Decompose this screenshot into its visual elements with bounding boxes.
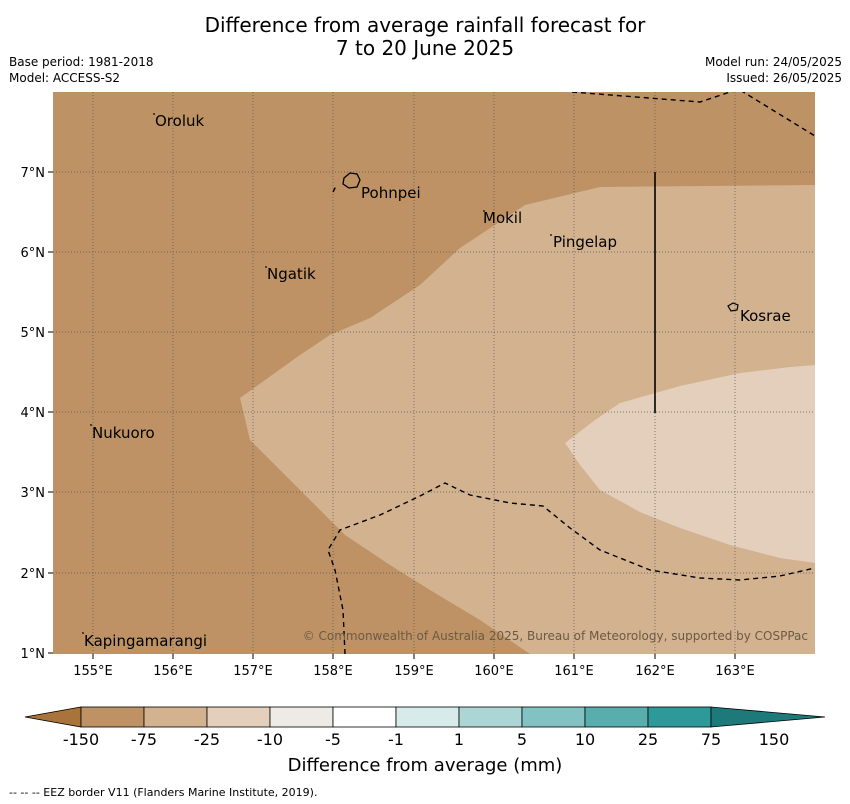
colorbar-tick-label: -10 [256, 730, 284, 749]
colorbar-extend-low [24, 706, 82, 728]
lat-tick-7n: 7°N [21, 166, 46, 181]
lat-tick-1n: 1°N [21, 647, 46, 662]
colorbar-tick-label: 5 [516, 730, 528, 749]
lon-tick-162e: 162°E [635, 664, 675, 679]
lat-tick-2n: 2°N [21, 567, 46, 582]
place-label-kapingamarangi: Kapingamarangi [84, 632, 207, 650]
pohnpei-island-outline [342, 172, 361, 189]
map-title: Difference from average rainfall forecas… [0, 14, 850, 60]
lon-tick-160e: 160°E [474, 664, 514, 679]
lon-tick-157e: 157°E [233, 664, 273, 679]
colorbar-extend-high [710, 706, 826, 728]
map-plot-area [53, 92, 815, 654]
rainfall-near-average-region [565, 365, 815, 563]
colorbar-tick-label: 10 [574, 730, 596, 749]
colorbar-tick-label: 75 [700, 730, 722, 749]
lon-tick-156e: 156°E [153, 664, 193, 679]
lon-tick-159e: 159°E [394, 664, 434, 679]
base-period: Base period: 1981-2018 [9, 55, 154, 69]
colorbar-segment [458, 706, 523, 728]
title-line-1: Difference from average rainfall forecas… [204, 13, 646, 37]
issued-date: Issued: 26/05/2025 [726, 71, 842, 85]
colorbar-tick-label: -25 [193, 730, 221, 749]
colorbar-tick-label: -1 [388, 730, 404, 749]
place-label-mokil: Mokil [483, 209, 522, 227]
place-label-kosrae: Kosrae [740, 307, 791, 325]
colorbar-tick-label: -75 [130, 730, 158, 749]
axis-ticks [48, 171, 736, 659]
place-label-pohnpei: Pohnpei [361, 184, 421, 202]
meta-right: Model run: 24/05/2025 Issued: 26/05/2025 [705, 54, 842, 86]
place-label-ngatik: Ngatik [267, 265, 316, 283]
model-run: Model run: 24/05/2025 [704, 55, 842, 69]
latitude-labels: 7°N 6°N 5°N 4°N 3°N 2°N 1°N [21, 166, 46, 662]
colorbar-tick-label: -150 [62, 730, 100, 749]
colorbar-tick-label: -5 [325, 730, 341, 749]
lon-tick-161e: 161°E [554, 664, 594, 679]
eez-border [327, 92, 815, 654]
colorbar-segment [584, 706, 649, 728]
colorbar-tick-label: 150 [758, 730, 790, 749]
colorbar-segment [647, 706, 712, 728]
longitude-labels: 155°E 156°E 157°E 158°E 159°E 160°E 161°… [73, 664, 755, 679]
colorbar-segment [206, 706, 271, 728]
rainfall-dry-band-north [53, 92, 815, 172]
colorbar-segment [395, 706, 460, 728]
colorbar-segment [521, 706, 586, 728]
meta-left: Base period: 1981-2018 Model: ACCESS-S2 [9, 54, 154, 86]
place-label-pingelap: Pingelap [553, 233, 617, 251]
lat-tick-6n: 6°N [21, 246, 46, 261]
colorbar-segment [332, 706, 397, 728]
place-label-nukuoro: Nukuoro [92, 424, 155, 442]
colorbar-segment [80, 706, 145, 728]
lat-tick-5n: 5°N [21, 326, 46, 341]
place-labels: Oroluk Pohnpei Mokil Pingelap Ngatik Kos… [84, 112, 791, 650]
lon-tick-155e: 155°E [73, 664, 113, 679]
colorbar-tick-label: 1 [453, 730, 465, 749]
lon-tick-158e: 158°E [313, 664, 353, 679]
colorbar [24, 706, 826, 728]
atoll-markers [82, 113, 552, 634]
title-line-2: 7 to 20 June 2025 [335, 36, 515, 60]
colorbar-segment [143, 706, 208, 728]
colorbar-title: Difference from average (mm) [287, 755, 563, 776]
place-label-oroluk: Oroluk [155, 112, 204, 130]
kosrae-island-outline [727, 302, 739, 312]
lat-tick-3n: 3°N [21, 486, 46, 501]
lon-tick-163e: 163°E [715, 664, 755, 679]
graticule [53, 92, 815, 654]
copyright-notice: © Commonwealth of Australia 2025, Bureau… [303, 629, 808, 643]
colorbar-segment [269, 706, 334, 728]
rainfall-moderate-region [240, 185, 815, 654]
model-name: Model: ACCESS-S2 [9, 71, 121, 85]
eez-legend-note: -- -- -- EEZ border V11 (Flanders Marine… [9, 786, 318, 799]
lat-tick-4n: 4°N [21, 406, 46, 421]
colorbar-tick-label: 25 [637, 730, 659, 749]
